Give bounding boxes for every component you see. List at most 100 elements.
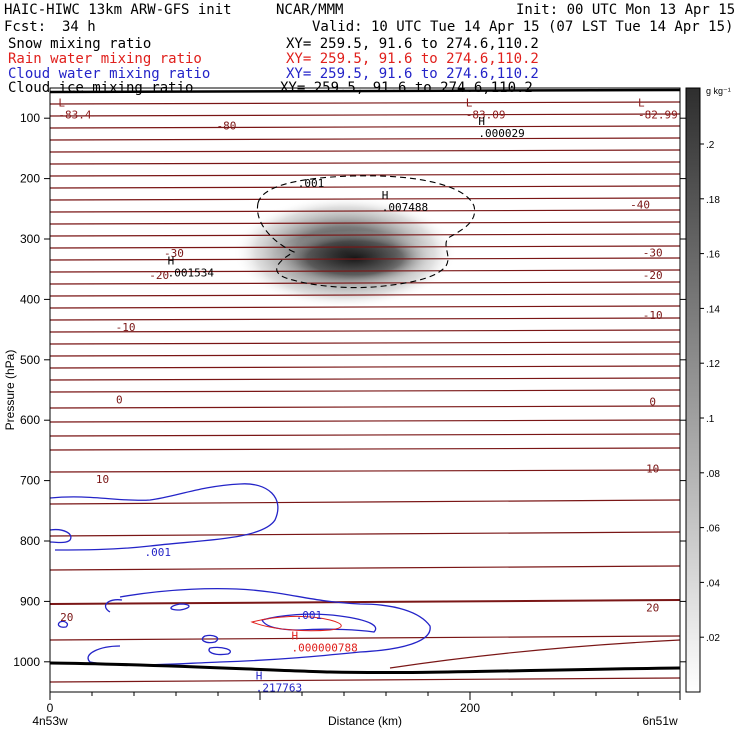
colorbar-tick-label: .2 <box>706 140 715 151</box>
extremum-marker: L <box>466 97 473 110</box>
temperature-label: -20 <box>149 269 169 282</box>
extremum-marker: L <box>58 97 65 110</box>
y-tick-label: 100 <box>20 111 40 125</box>
temperature-isoline <box>50 405 680 409</box>
temperature-label: -10 <box>643 309 663 322</box>
title-center: NCAR/MMM <box>276 2 344 18</box>
extremum-value: .217763 <box>256 681 302 694</box>
temperature-label: -20 <box>643 269 663 282</box>
temperature-label: -10 <box>116 321 136 334</box>
temperature-label: -80 <box>216 119 236 132</box>
temperature-isoline <box>50 149 680 153</box>
colorbar-tick-label: .02 <box>706 633 720 644</box>
temperature-isoline <box>50 101 680 105</box>
temperature-isoline <box>50 499 680 505</box>
temperature-label: -30 <box>164 247 184 260</box>
extremum-value: -82.99 <box>638 109 678 122</box>
y-tick-label: 200 <box>20 172 40 186</box>
temperature-isoline <box>50 389 680 393</box>
field-snow-name: Snow mixing ratio <box>8 36 152 52</box>
temperature-isoline <box>50 209 680 213</box>
x-tick-label: 0 <box>47 701 54 715</box>
temperature-isoline <box>50 125 680 129</box>
extremum-value: .000000788 <box>292 641 358 654</box>
y-tick-label: 400 <box>20 292 40 306</box>
extremum-marker: H <box>292 629 299 642</box>
temperature-isoline <box>50 419 680 423</box>
cloud-water-contour-label: .001 <box>145 546 172 559</box>
temperature-isoline <box>50 599 680 605</box>
temperature-isoline <box>50 447 680 451</box>
temperature-isoline <box>50 531 680 537</box>
colorbar-tick-label: .18 <box>706 195 720 206</box>
extremum-value: .000029 <box>478 127 524 140</box>
field-rain-name: Rain water mixing ratio <box>8 51 202 67</box>
snow-shading-core <box>275 230 435 286</box>
rain-contour <box>250 615 342 632</box>
colorbar-tick-label: .06 <box>706 524 720 535</box>
x-axis-label: Distance (km) <box>328 714 402 728</box>
temperature-isoline <box>50 317 680 321</box>
temperature-label: 10 <box>96 473 109 486</box>
y-tick-label: 700 <box>20 474 40 488</box>
temperature-label: 0 <box>116 394 123 407</box>
temperature-isoline <box>50 113 680 117</box>
forecast-label: Fcst: <box>4 19 47 35</box>
forecast-hours: 34 h <box>62 19 96 35</box>
y-tick-label: 300 <box>20 232 40 246</box>
temperature-isoline <box>50 433 680 437</box>
temperature-isoline <box>50 221 680 225</box>
colorbar-tick-label: .08 <box>706 469 720 480</box>
temperature-isoline <box>50 377 680 381</box>
terrain-surface <box>50 661 680 675</box>
colorbar-tick-label: .1 <box>706 414 715 425</box>
x-endpoint-right: 6n51w <box>642 714 678 728</box>
temperature-label: 0 <box>649 395 656 408</box>
field-snow-xy: XY= 259.5, 91.6 to 274.6,110.2 <box>286 36 539 52</box>
temperature-isoline <box>50 341 680 345</box>
model-top <box>49 88 681 94</box>
extremum-marker: H <box>478 115 485 128</box>
colorbar-tick-label: .14 <box>706 304 720 315</box>
temperature-isoline <box>50 269 680 273</box>
colorbar-ticks: .2 .18 .16 .14 .12 .1 .08 .06 .04 .02 <box>700 140 720 644</box>
y-axis-label: Pressure (hPa) <box>3 350 17 431</box>
colorbar-tick-label: .12 <box>706 359 720 370</box>
field-cloudwater-xy: XY= 259.5, 91.6 to 274.6,110.2 <box>286 66 539 82</box>
temperature-isoline <box>50 469 680 473</box>
extremum-value: -83.09 <box>466 109 506 122</box>
temperature-label: -30 <box>643 246 663 259</box>
temperature-isoline <box>50 365 680 369</box>
y-tick-label: 600 <box>20 413 40 427</box>
temperature-isoline <box>50 635 680 641</box>
temperature-isoline <box>50 197 680 201</box>
title-left: HAIC-HIWC 13km ARW-GFS init <box>4 2 232 18</box>
temperature-isoline <box>50 293 680 297</box>
init-time: Init: 00 UTC Mon 13 Apr 15 <box>516 2 736 18</box>
temperature-isoline <box>50 257 680 261</box>
colorbar-tick-label: .16 <box>706 250 720 261</box>
extremum-value: .001534 <box>168 266 215 279</box>
temperature-isoline <box>389 639 680 669</box>
temperature-isoline <box>50 353 680 357</box>
y-tick-label: 800 <box>20 534 40 548</box>
temperature-isoline <box>50 305 680 309</box>
temperature-isoline <box>50 677 680 683</box>
extremum-marker: H <box>382 189 389 202</box>
temperature-isoline <box>50 185 680 189</box>
temperature-label: 10 <box>646 463 659 476</box>
temperature-contours <box>50 101 680 683</box>
extremum-marker: H <box>256 669 263 682</box>
x-endpoint-left: 4n53w <box>32 714 68 728</box>
temperature-label: 20 <box>646 601 659 614</box>
cloud-water-contour-label: .001 <box>296 609 323 622</box>
temperature-isoline <box>50 245 680 249</box>
temperature-isoline <box>50 161 680 165</box>
cloud-ice-contour <box>256 175 476 289</box>
plot-frame <box>49 87 681 693</box>
extremum-marker: L <box>638 97 645 110</box>
field-cloudwater-name: Cloud water mixing ratio <box>8 66 211 82</box>
colorbar <box>685 87 701 693</box>
